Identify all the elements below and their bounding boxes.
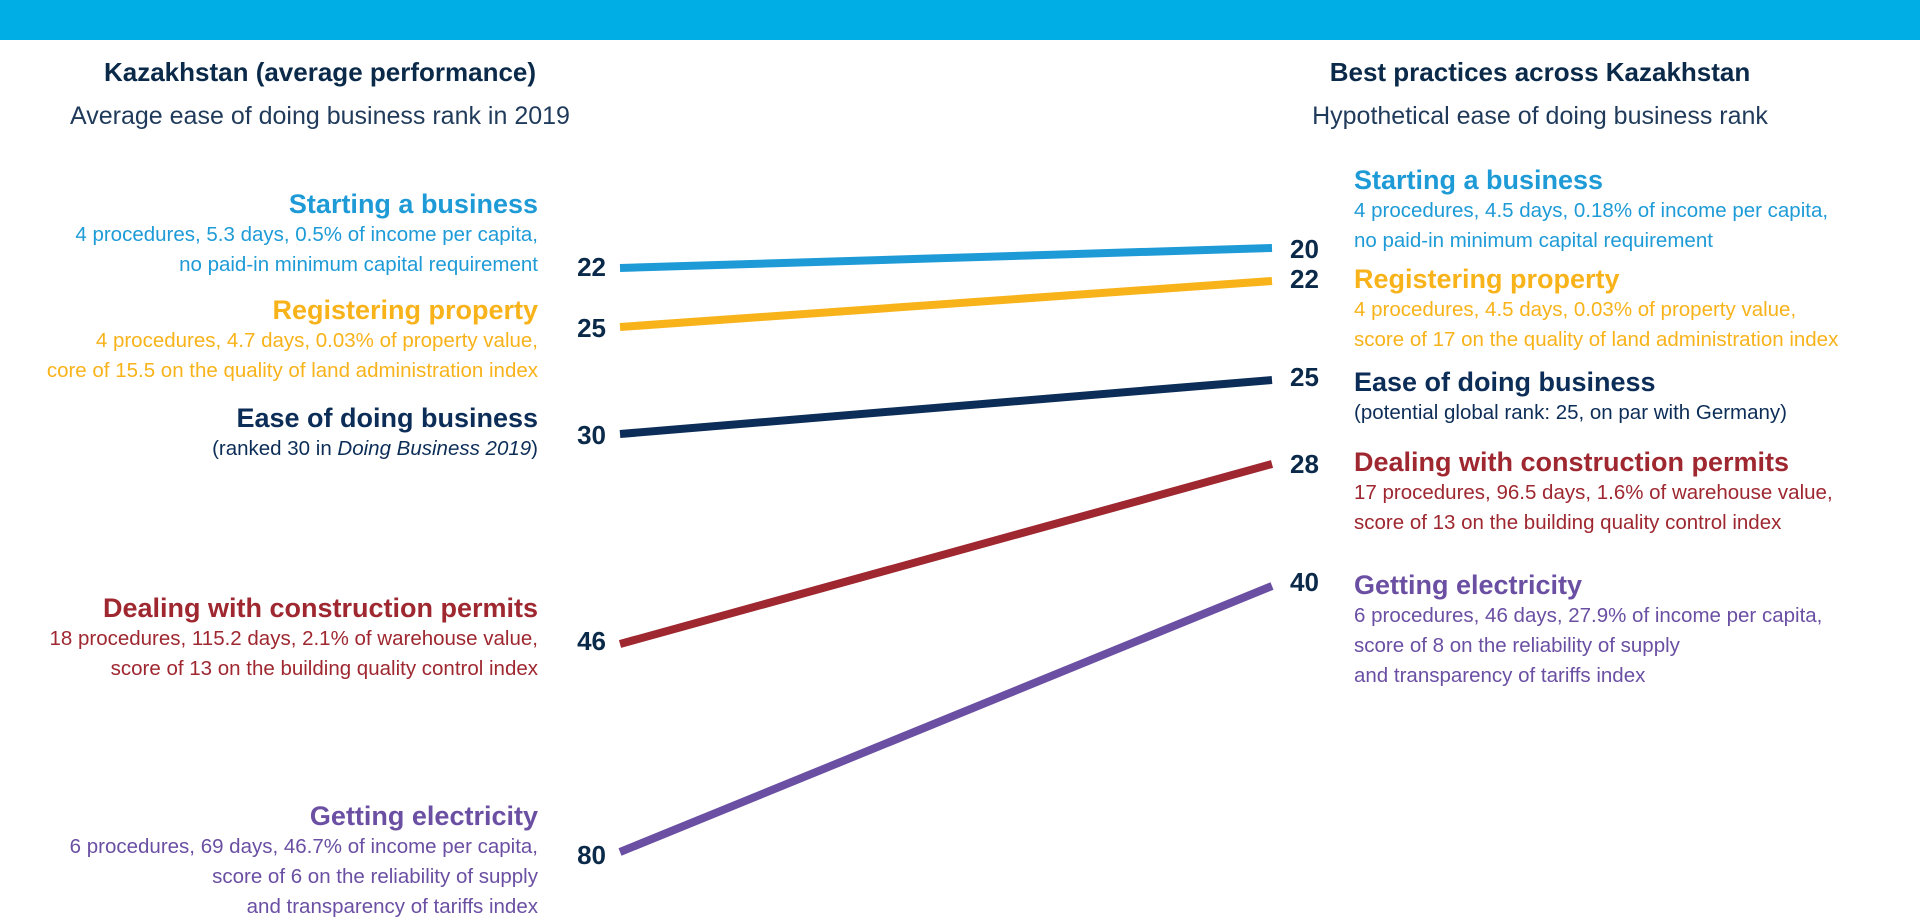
left-title-construction-permits: Dealing with construction permits — [102, 593, 538, 623]
left-rank-getting-electricity: 80 — [577, 840, 606, 870]
right-desc-line: 4 procedures, 4.5 days, 0.18% of income … — [1354, 199, 1829, 222]
left-column-header: Kazakhstan (average performance) Average… — [40, 57, 600, 131]
right-desc-line: score of 8 on the reliability of supply — [1354, 634, 1680, 657]
right-title-registering-property: Registering property — [1354, 264, 1620, 294]
right-label-getting-electricity: Getting electricity 6 procedures, 46 day… — [1354, 569, 1822, 691]
right-desc-line: score of 13 on the building quality cont… — [1354, 511, 1782, 534]
left-desc-italic: Doing Business 2019 — [337, 437, 532, 460]
left-title-getting-electricity: Getting electricity — [309, 801, 538, 831]
left-desc-line: no paid-in minimum capital requirement — [179, 253, 538, 276]
right-desc-line: no paid-in minimum capital requirement — [1354, 229, 1713, 252]
right-title-construction-permits: Dealing with construction permits — [1354, 447, 1790, 477]
left-rank-ease-of-doing-business: 30 — [577, 420, 606, 450]
right-rank-ease-of-doing-business: 25 — [1290, 362, 1319, 392]
slope-line-ease-of-doing-business — [619, 376, 1273, 438]
left-label-getting-electricity: Getting electricity 6 procedures, 69 day… — [70, 800, 538, 922]
right-desc-line: score of 17 on the quality of land admin… — [1354, 328, 1839, 351]
right-label-starting-business: Starting a business 4 procedures, 4.5 da… — [1354, 164, 1828, 256]
right-label-registering-property: Registering property 4 procedures, 4.5 d… — [1354, 263, 1838, 355]
left-header-subtitle: Average ease of doing business rank in 2… — [70, 102, 570, 130]
left-desc-line: 4 procedures, 4.7 days, 0.03% of propert… — [95, 329, 538, 352]
top-banner — [0, 0, 1920, 40]
left-desc-line: 6 procedures, 69 days, 46.7% of income p… — [69, 835, 538, 858]
left-desc-line: (ranked 30 in Doing Business 2019) — [212, 434, 538, 464]
left-desc-line: core of 15.5 on the quality of land admi… — [46, 359, 538, 382]
right-rank-starting-business: 20 — [1290, 234, 1319, 264]
right-rank-getting-electricity: 40 — [1290, 567, 1319, 597]
left-desc-post: ) — [531, 437, 538, 460]
left-desc-line: score of 13 on the building quality cont… — [110, 657, 538, 680]
slope-line-dealing-with-construction-permits — [618, 460, 1274, 648]
left-header-title: Kazakhstan (average performance) — [103, 57, 537, 87]
left-label-construction-permits: Dealing with construction permits 18 pro… — [49, 592, 538, 684]
right-title-starting-business: Starting a business — [1354, 165, 1604, 195]
right-rank-construction-permits: 28 — [1290, 449, 1319, 479]
right-desc-line: 17 procedures, 96.5 days, 1.6% of wareho… — [1354, 481, 1833, 504]
left-title-registering-property: Registering property — [272, 295, 538, 325]
right-header-title: Best practices across Kazakhstan — [1329, 57, 1751, 87]
right-label-ease-of-doing-business: Ease of doing business (potential global… — [1354, 366, 1787, 428]
left-label-ease-of-doing-business: Ease of doing business (ranked 30 in Doi… — [212, 402, 538, 464]
right-column-header: Best practices across Kazakhstan Hypothe… — [1270, 57, 1810, 131]
slope-line-getting-electricity — [618, 582, 1274, 856]
right-title-getting-electricity: Getting electricity — [1354, 570, 1583, 600]
right-desc-line: (potential global rank: 25, on par with … — [1354, 401, 1788, 424]
right-desc-line: and transparency of tariffs index — [1354, 664, 1646, 687]
right-title-ease-of-doing-business: Ease of doing business — [1354, 367, 1656, 397]
left-desc-pre: (ranked 30 in — [212, 437, 338, 460]
left-desc-line: and transparency of tariffs index — [246, 895, 538, 918]
slope-line-starting-a-business — [619, 244, 1273, 272]
left-rank-starting-business: 22 — [577, 252, 606, 282]
left-desc-line: 18 procedures, 115.2 days, 2.1% of wareh… — [49, 627, 538, 650]
right-desc-line: 6 procedures, 46 days, 27.9% of income p… — [1354, 604, 1823, 627]
left-label-registering-property: Registering property 4 procedures, 4.7 d… — [47, 294, 538, 386]
right-header-subtitle: Hypothetical ease of doing business rank — [1312, 102, 1768, 130]
right-desc-line: 4 procedures, 4.5 days, 0.03% of propert… — [1354, 298, 1797, 321]
right-rank-registering-property: 22 — [1290, 264, 1319, 294]
left-rank-registering-property: 25 — [577, 313, 606, 343]
slope-line-registering-property — [619, 277, 1273, 331]
right-label-construction-permits: Dealing with construction permits 17 pro… — [1354, 446, 1833, 538]
left-title-starting-business: Starting a business — [288, 189, 538, 219]
left-rank-construction-permits: 46 — [577, 626, 606, 656]
left-label-starting-business: Starting a business 4 procedures, 5.3 da… — [75, 188, 538, 280]
left-title-ease-of-doing-business: Ease of doing business — [236, 403, 538, 433]
left-desc-line: 4 procedures, 5.3 days, 0.5% of income p… — [75, 223, 538, 246]
left-desc-line: score of 6 on the reliability of supply — [212, 865, 538, 888]
